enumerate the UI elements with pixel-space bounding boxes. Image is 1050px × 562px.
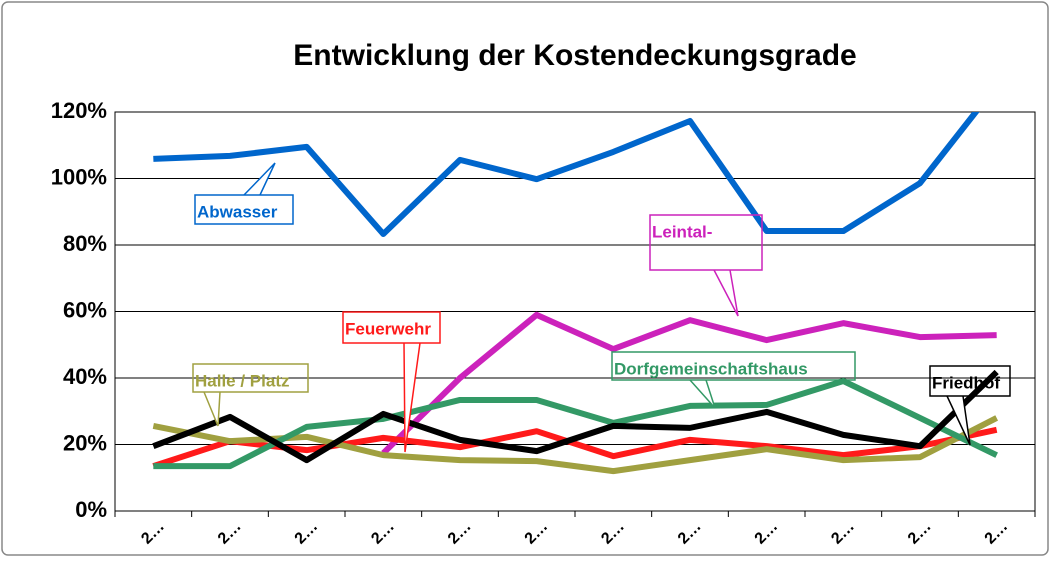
chart-title: Entwicklung der Kostendeckungsgrade <box>293 39 856 72</box>
series-line <box>153 377 998 470</box>
y-tick-label: 80% <box>63 231 107 256</box>
callout-box <box>342 311 441 344</box>
callout-pointer <box>689 379 716 409</box>
callout-pointer <box>403 342 421 453</box>
series-line <box>152 415 999 475</box>
y-tick-label: 60% <box>63 297 107 322</box>
callout-pointer <box>713 269 739 317</box>
callout-pointer <box>946 395 971 446</box>
y-tick-label: 120% <box>51 98 107 123</box>
series-label: Dorfgemeinschaftshaus <box>614 359 808 378</box>
y-tick-label: 100% <box>51 164 107 189</box>
callout-box <box>649 214 763 271</box>
callout-box <box>929 365 1011 397</box>
series-label: Abwasser <box>197 202 278 221</box>
y-tick-label: 0% <box>75 497 107 522</box>
callout-pointer <box>203 391 221 427</box>
series-line <box>152 369 999 464</box>
callout-box <box>192 363 309 393</box>
callout-box <box>194 194 294 225</box>
y-tick-label: 40% <box>63 364 107 389</box>
y-tick-label: 20% <box>63 430 107 455</box>
callout-pointer <box>243 162 276 196</box>
series-label: Leintal- <box>652 222 712 241</box>
series-label: Halle / Platz <box>195 371 289 390</box>
series-label: Feuerwehr <box>345 319 431 338</box>
series-line <box>381 311 997 456</box>
callout-box <box>611 351 856 381</box>
series-line <box>153 112 980 238</box>
series-line <box>152 426 998 469</box>
series-label: Friedhof <box>932 373 1000 392</box>
